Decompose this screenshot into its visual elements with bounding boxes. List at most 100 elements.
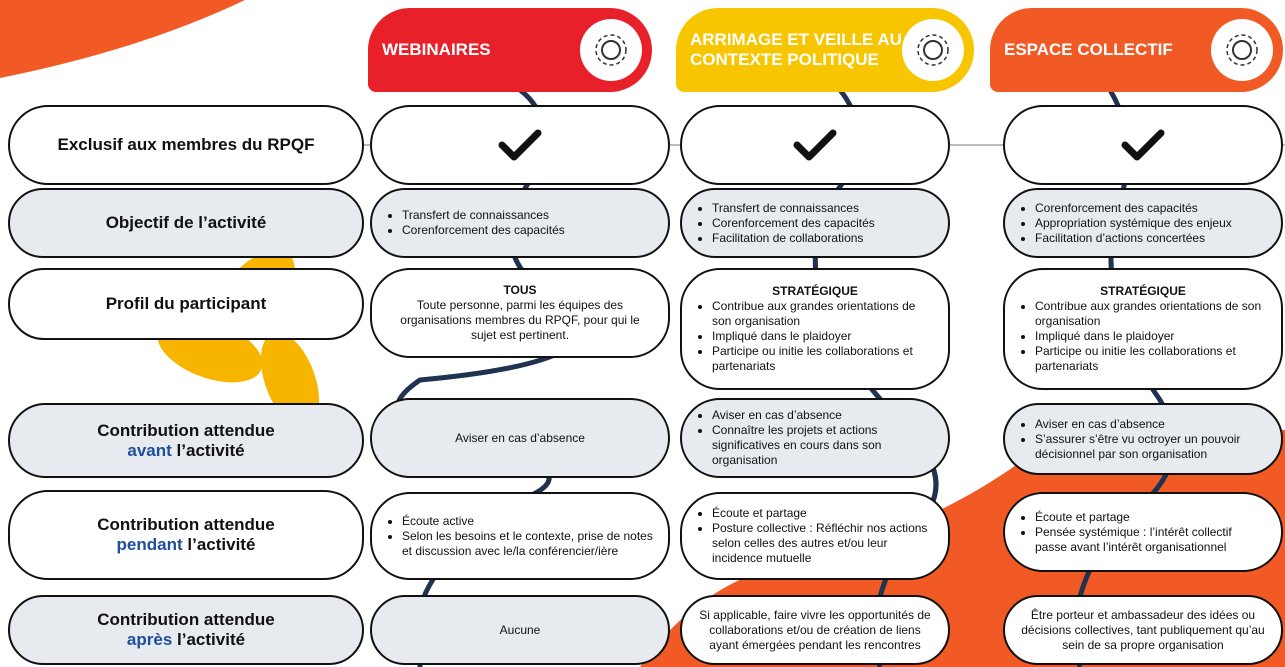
cell-item: Posture collective : Réfléchir nos actio… xyxy=(712,521,934,566)
cell: TOUS Toute personne, parmi les équipes de… xyxy=(370,268,670,358)
cell-item: Écoute active xyxy=(402,514,654,529)
column-title: ESPACE COLLECTIF xyxy=(1004,40,1173,59)
cell: Corenforcement des capacitésAppropriatio… xyxy=(1003,188,1283,258)
row-label: Contribution attendue après l’activité xyxy=(8,595,364,665)
row-label: Objectif de l’activité xyxy=(8,188,364,258)
cell-content: Écoute activeSelon les besoins et le con… xyxy=(386,514,654,559)
label-part: l’activité xyxy=(187,535,256,554)
cell-content: Écoute et partagePosture collective : Ré… xyxy=(696,506,934,566)
cell-item: Contribue aux grandes orientations de so… xyxy=(712,299,934,329)
label-part: Profil du participant xyxy=(105,294,267,313)
label-part: Contribution attendue xyxy=(97,610,275,629)
cell-item: Facilitation de collaborations xyxy=(712,231,934,246)
cell-text: Si applicable, faire vivre les opportuni… xyxy=(699,607,931,652)
cell-content: Aviser en cas d’absence xyxy=(386,431,654,446)
cell-content: Écoute et partagePensée systémique : l’i… xyxy=(1019,510,1267,555)
cell-content: Si applicable, faire vivre les opportuni… xyxy=(696,608,934,653)
label-part: pendant xyxy=(116,535,183,554)
column-icon xyxy=(902,19,964,81)
column-title: ARRIMAGE ET VEILLE AU CONTEXTE POLITIQUE xyxy=(690,30,902,69)
cell-item: Pensée systémique : l’intérêt collectif … xyxy=(1035,525,1267,555)
cell-list: Écoute activeSelon les besoins et le con… xyxy=(386,514,654,559)
cell-item: Appropriation systémique des enjeux xyxy=(1035,216,1267,231)
column-icon xyxy=(1211,19,1273,81)
row-label: Contribution attendue pendant l’activité xyxy=(8,490,364,580)
cell-content: Transfert de connaissancesCorenforcement… xyxy=(696,201,934,246)
cell: STRATÉGIQUEContribue aux grandes orienta… xyxy=(1003,268,1283,390)
cell xyxy=(370,105,670,185)
cell-heading: TOUS xyxy=(503,283,537,297)
cell-heading: STRATÉGIQUE xyxy=(772,284,858,298)
cell-content: Aucune xyxy=(386,623,654,638)
cell-text: Aviser en cas d’absence xyxy=(455,430,585,445)
cell-item: Aviser en cas d’absence xyxy=(1035,417,1267,432)
row-label-text: Exclusif aux membres du RPQF xyxy=(58,135,315,155)
row-label: Exclusif aux membres du RPQF xyxy=(8,105,364,185)
cell: Aviser en cas d’absence xyxy=(370,398,670,478)
cell-item: Corenforcement des capacités xyxy=(1035,201,1267,216)
cell-content: STRATÉGIQUEContribue aux grandes orienta… xyxy=(1019,284,1267,374)
cell-list: Transfert de connaissancesCorenforcement… xyxy=(696,201,934,246)
cell-item: Impliqué dans le plaidoyer xyxy=(1035,329,1267,344)
cell-item: Corenforcement des capacités xyxy=(402,223,654,238)
cell-item: Corenforcement des capacités xyxy=(712,216,934,231)
column-header: ARRIMAGE ET VEILLE AU CONTEXTE POLITIQUE xyxy=(676,8,974,92)
label-part: Objectif de l’activité xyxy=(105,213,267,232)
label-part: Exclusif aux membres du RPQF xyxy=(57,135,315,154)
cell-content: Aviser en cas d’absenceConnaître les pro… xyxy=(696,408,934,468)
cell: Aviser en cas d’absenceConnaître les pro… xyxy=(680,398,950,478)
cell: Écoute et partagePensée systémique : l’i… xyxy=(1003,492,1283,572)
checkmark xyxy=(793,129,837,161)
cell-content: Transfert de connaissancesCorenforcement… xyxy=(386,208,654,238)
cell-list: Transfert de connaissancesCorenforcement… xyxy=(386,208,654,238)
cell-list: Écoute et partagePensée systémique : l’i… xyxy=(1019,510,1267,555)
cell-item: S’assurer s’être vu octroyer un pouvoir … xyxy=(1035,432,1267,462)
row-label: Contribution attendue avant l’activité xyxy=(8,403,364,478)
cell-text: Toute personne, parmi les équipes des or… xyxy=(400,298,640,342)
row-label-text: Objectif de l’activité xyxy=(106,213,267,233)
label-part: l’activité xyxy=(176,440,245,460)
cell-text: Aucune xyxy=(499,622,541,637)
row-label-text: Profil du participant xyxy=(106,294,267,314)
cell-item: Contribue aux grandes orientations de so… xyxy=(1035,299,1267,329)
column-title: WEBINAIRES xyxy=(382,40,491,59)
cell-item: Écoute et partage xyxy=(712,506,934,521)
cell-text: Être porteur et ambassadeur des idées ou… xyxy=(1021,607,1265,652)
cell-item: Participe ou initie les collaborations e… xyxy=(1035,344,1267,374)
column-header: ESPACE COLLECTIF xyxy=(990,8,1283,92)
cell: Aucune xyxy=(370,595,670,665)
cell-list: Corenforcement des capacitésAppropriatio… xyxy=(1019,201,1267,246)
checkmark xyxy=(498,129,542,161)
cell: Aviser en cas d’absenceS’assurer s’être … xyxy=(1003,403,1283,475)
cell: Transfert de connaissancesCorenforcement… xyxy=(680,188,950,258)
cell-heading: STRATÉGIQUE xyxy=(1100,284,1186,298)
cell-content: Aviser en cas d’absenceS’assurer s’être … xyxy=(1019,417,1267,462)
label-part: avant xyxy=(127,440,172,460)
cell-item: Écoute et partage xyxy=(1035,510,1267,525)
cell-item: Transfert de connaissances xyxy=(402,208,654,223)
cell: Si applicable, faire vivre les opportuni… xyxy=(680,595,950,665)
cell-content: Corenforcement des capacitésAppropriatio… xyxy=(1019,201,1267,246)
cell xyxy=(1003,105,1283,185)
cell-item: Transfert de connaissances xyxy=(712,201,934,216)
cell-item: Participe ou initie les collaborations e… xyxy=(712,344,934,374)
cell-item: Selon les besoins et le contexte, prise … xyxy=(402,529,654,559)
row-label: Profil du participant xyxy=(8,268,364,340)
cell-list: Contribue aux grandes orientations de so… xyxy=(696,299,934,374)
cell: Écoute activeSelon les besoins et le con… xyxy=(370,492,670,580)
cell-content: TOUS Toute personne, parmi les équipes de… xyxy=(386,283,654,343)
cell-list: Écoute et partagePosture collective : Ré… xyxy=(696,506,934,566)
cell-list: Aviser en cas d’absenceS’assurer s’être … xyxy=(1019,417,1267,462)
row-label-text: Contribution attendue avant l’activité xyxy=(97,421,275,461)
label-part: après xyxy=(126,630,173,649)
cell-item: Facilitation d’actions concertées xyxy=(1035,231,1267,246)
column-header: WEBINAIRES xyxy=(368,8,652,92)
cell-content: Être porteur et ambassadeur des idées ou… xyxy=(1019,608,1267,653)
label-part: Contribution attendue xyxy=(97,515,275,534)
cell: Être porteur et ambassadeur des idées ou… xyxy=(1003,595,1283,665)
row-label-text: Contribution attendue pendant l’activité xyxy=(97,515,275,555)
cell: STRATÉGIQUEContribue aux grandes orienta… xyxy=(680,268,950,390)
cell: Transfert de connaissancesCorenforcement… xyxy=(370,188,670,258)
cell-list: Contribue aux grandes orientations de so… xyxy=(1019,299,1267,374)
